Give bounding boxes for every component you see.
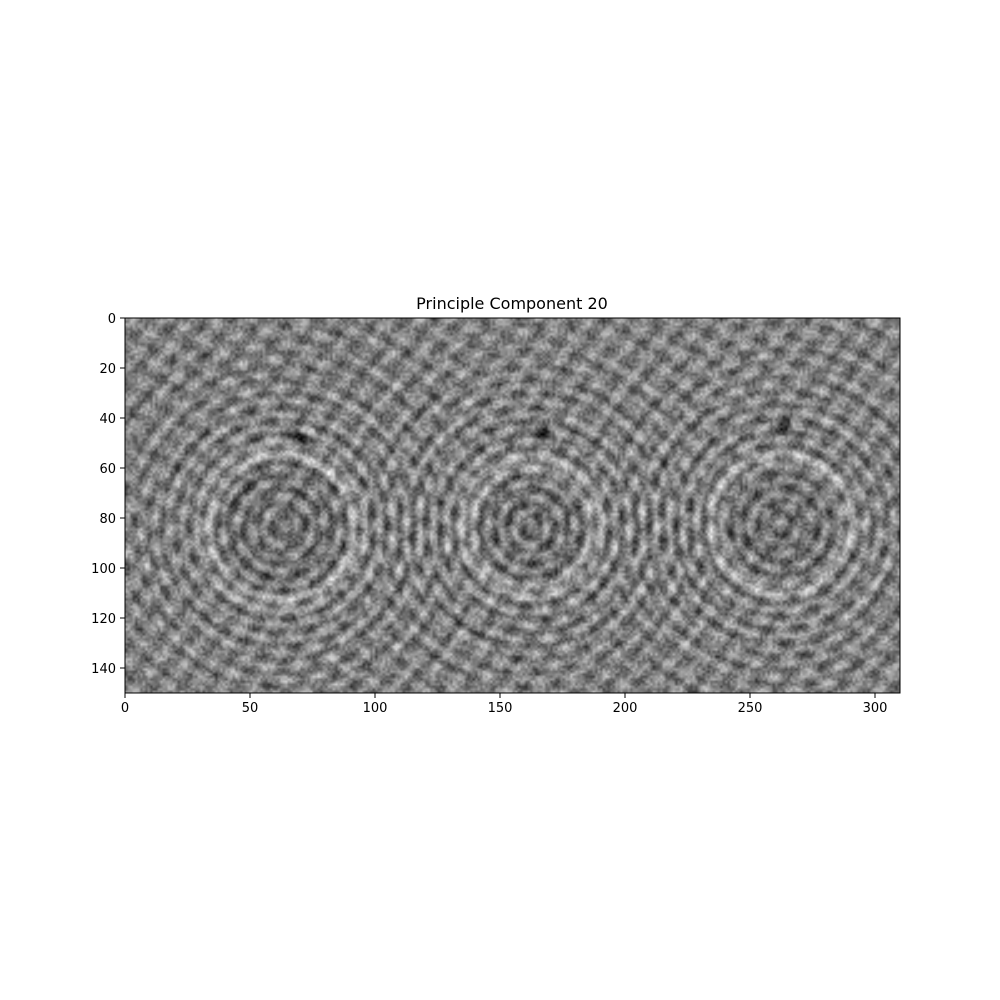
y-tick-label: 20 <box>99 362 116 377</box>
chart-title: Principle Component 20 <box>416 294 608 313</box>
heatmap-image <box>125 318 900 693</box>
plot-area <box>124 317 901 694</box>
y-tick-label: 40 <box>99 412 116 427</box>
y-tick-label: 100 <box>91 562 116 577</box>
y-tick-label: 60 <box>99 462 116 477</box>
x-tick-label: 250 <box>738 701 763 716</box>
y-axis: 0 20 40 60 80 100 120 140 <box>91 312 125 677</box>
x-axis: 0 50 100 150 200 250 300 <box>121 693 888 716</box>
y-tick-label: 0 <box>108 312 116 327</box>
y-tick-label: 140 <box>91 662 116 677</box>
x-tick-label: 200 <box>613 701 638 716</box>
x-tick-label: 300 <box>863 701 888 716</box>
x-tick-label: 100 <box>363 701 388 716</box>
x-tick-label: 150 <box>488 701 513 716</box>
x-tick-label: 0 <box>121 701 129 716</box>
y-tick-label: 80 <box>99 512 116 527</box>
x-tick-label: 50 <box>242 701 259 716</box>
y-tick-label: 120 <box>91 612 116 627</box>
plot-frame <box>124 317 901 694</box>
